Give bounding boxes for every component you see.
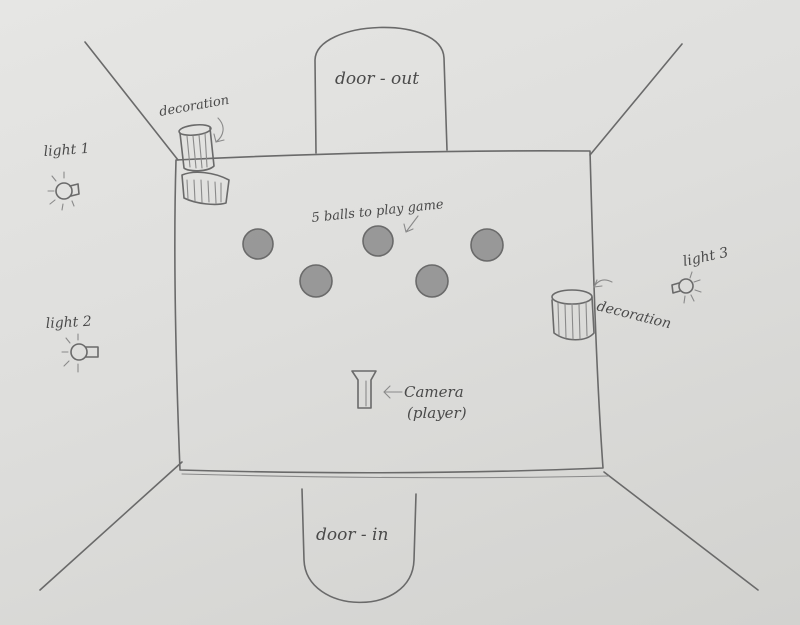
ball-outline xyxy=(415,264,449,298)
ball-outline xyxy=(470,228,504,262)
light-2: light 2 xyxy=(45,314,99,373)
floor-rectangle xyxy=(173,150,604,474)
light-bulb-icon xyxy=(61,333,99,373)
arrow-icon xyxy=(213,117,225,143)
light3-label: light 3 xyxy=(682,245,730,270)
ball-outline xyxy=(242,228,274,260)
arrow-icon xyxy=(593,279,613,288)
light-3: light 3 xyxy=(671,245,730,304)
balls-label: 5 balls to play game xyxy=(311,197,445,226)
arrow-icon xyxy=(383,385,403,399)
ball-icon xyxy=(416,265,448,297)
decoration-right-label: decoration xyxy=(595,298,673,332)
ball-icon xyxy=(243,229,273,259)
light-bulb-icon xyxy=(47,171,80,211)
door-in: door - in xyxy=(301,488,417,604)
light1-label: light 1 xyxy=(43,141,90,160)
perspective-line-top-right xyxy=(589,43,683,156)
door-out-label: door - out xyxy=(335,69,419,89)
ball-icon xyxy=(363,226,393,256)
arrow-icon xyxy=(403,215,419,233)
light-1: light 1 xyxy=(43,141,90,211)
balls-group xyxy=(242,225,504,298)
room-perspective-lines xyxy=(39,41,759,591)
perspective-line-bottom-left xyxy=(39,461,183,591)
light2-label: light 2 xyxy=(45,314,92,332)
player-label: (player) xyxy=(407,404,467,422)
door-in-label: door - in xyxy=(316,525,388,545)
camera-label: Camera xyxy=(404,383,464,401)
perspective-line-bottom-right xyxy=(603,471,759,591)
decoration-top-label: decoration xyxy=(158,93,230,120)
floor-bottom-edge xyxy=(181,473,609,479)
decoration-right: decoration xyxy=(551,279,673,341)
ball-outline xyxy=(299,264,333,298)
camera-icon xyxy=(351,370,377,409)
door-out: door - out xyxy=(314,26,448,154)
ball-icon xyxy=(300,265,332,297)
ball-outline xyxy=(362,225,394,257)
ball-icon xyxy=(471,229,503,261)
perspective-line-top-left xyxy=(84,41,179,161)
light-bulb-icon xyxy=(671,271,702,304)
